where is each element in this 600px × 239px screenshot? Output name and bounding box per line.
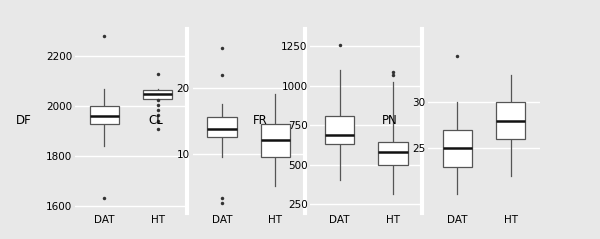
Bar [260,124,290,157]
Bar [325,116,355,144]
Bar [379,142,407,164]
Bar [443,130,472,167]
Y-axis label: CL: CL [148,114,163,127]
Bar [496,102,526,139]
Y-axis label: PN: PN [382,114,398,127]
Bar [143,90,172,99]
Bar [89,106,119,124]
Bar [208,117,236,137]
Y-axis label: FR: FR [253,114,267,127]
Y-axis label: DF: DF [16,114,32,127]
